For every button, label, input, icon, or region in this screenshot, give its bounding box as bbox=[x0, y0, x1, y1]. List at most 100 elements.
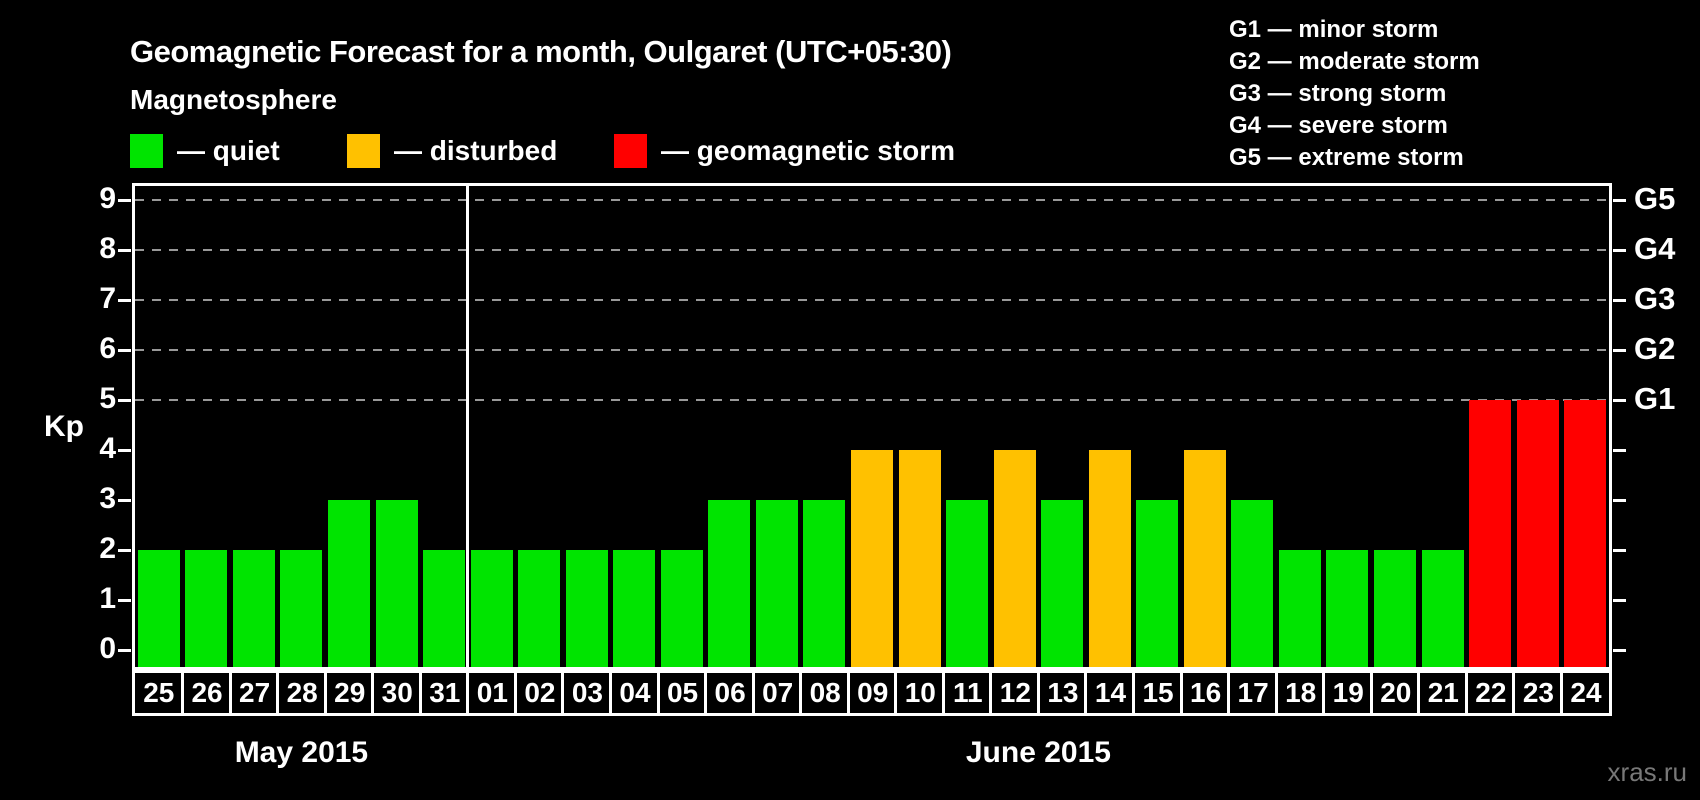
y-tick-mark-right bbox=[1613, 199, 1626, 202]
month-label-may: May 2015 bbox=[234, 736, 369, 769]
kp-bar bbox=[1421, 550, 1464, 667]
g-scale-item: G5 — extreme storm bbox=[1229, 144, 1464, 171]
y-tick-mark-right bbox=[1613, 399, 1626, 402]
date-cell: 05 bbox=[656, 673, 706, 713]
y-tick-mark-left bbox=[118, 599, 131, 602]
g-scale-item: G2 — moderate storm bbox=[1229, 48, 1480, 75]
y-tick-label: 9 bbox=[99, 182, 116, 215]
date-cell: 04 bbox=[608, 673, 658, 713]
kp-bar bbox=[518, 550, 561, 667]
y-tick-label: 2 bbox=[99, 532, 116, 565]
gridline-kp9 bbox=[135, 199, 1609, 201]
y-tick-mark-right bbox=[1613, 299, 1626, 302]
kp-axis-label: Kp bbox=[44, 410, 84, 443]
date-cell: 24 bbox=[1559, 673, 1609, 713]
kp-bar bbox=[898, 450, 941, 667]
kp-bar bbox=[1231, 500, 1274, 667]
date-cell: 21 bbox=[1417, 673, 1466, 713]
date-axis: 25 26 27 28 29 30 31 01 02 03 04 05 06 07 08 09 10 11 12 13… bbox=[132, 670, 1612, 716]
date-cell: 14 bbox=[1084, 673, 1133, 713]
date-cell: 06 bbox=[704, 673, 753, 713]
kp-bar bbox=[232, 550, 275, 667]
date-cell: 28 bbox=[276, 673, 325, 713]
date-cell: 03 bbox=[561, 673, 610, 713]
g-axis-label: G3 bbox=[1634, 281, 1676, 316]
date-cell: 07 bbox=[751, 673, 801, 713]
kp-bar bbox=[565, 550, 608, 667]
legend-item-disturbed: — disturbed bbox=[347, 133, 557, 169]
kp-bar bbox=[185, 550, 228, 667]
g-axis-label: G4 bbox=[1634, 231, 1676, 266]
g-axis-label: G5 bbox=[1634, 181, 1676, 216]
y-tick-mark-right bbox=[1613, 649, 1626, 652]
y-tick-mark-left bbox=[118, 649, 131, 652]
kp-bar bbox=[375, 500, 418, 667]
date-cell: 19 bbox=[1322, 673, 1371, 713]
date-cell: 15 bbox=[1132, 673, 1181, 713]
storm-color-swatch bbox=[614, 134, 647, 168]
legend-item-quiet: — quiet bbox=[130, 133, 280, 169]
legend-label: — geomagnetic storm bbox=[661, 135, 956, 166]
kp-bar bbox=[470, 550, 513, 667]
date-cell: 17 bbox=[1227, 673, 1276, 713]
y-tick-label: 3 bbox=[99, 482, 116, 515]
kp-bar bbox=[137, 550, 180, 667]
kp-bar bbox=[1326, 550, 1369, 667]
date-cell: 29 bbox=[323, 673, 373, 713]
kp-bar bbox=[946, 500, 989, 667]
month-label-june: June 2015 bbox=[965, 736, 1111, 769]
gridline-kp8 bbox=[135, 249, 1609, 251]
kp-bar bbox=[1516, 400, 1559, 667]
kp-bar bbox=[708, 500, 751, 667]
date-cell: 01 bbox=[466, 673, 515, 713]
date-cell: 16 bbox=[1179, 673, 1229, 713]
date-cell: 12 bbox=[989, 673, 1038, 713]
date-cell: 30 bbox=[371, 673, 420, 713]
y-tick-mark-right bbox=[1613, 599, 1626, 602]
kp-bar bbox=[1088, 450, 1131, 667]
date-cell: 08 bbox=[799, 673, 848, 713]
kp-bar bbox=[1041, 500, 1084, 667]
date-cell: 23 bbox=[1512, 673, 1561, 713]
y-tick-mark-right bbox=[1613, 249, 1626, 252]
gridline-kp7 bbox=[135, 299, 1609, 301]
y-tick-mark-left bbox=[118, 449, 131, 452]
kp-bar bbox=[280, 550, 323, 667]
g-scale-legend: G1 — minor storm G2 — moderate storm G3 … bbox=[1229, 14, 1480, 174]
kp-bar bbox=[803, 500, 846, 667]
date-cell: 27 bbox=[228, 673, 278, 713]
y-tick-label: 5 bbox=[99, 382, 116, 415]
y-tick-mark-left bbox=[118, 499, 131, 502]
kp-bar bbox=[993, 450, 1036, 667]
kp-bar bbox=[613, 550, 656, 667]
date-cell: 09 bbox=[846, 673, 896, 713]
magnetosphere-label: Magnetosphere bbox=[130, 84, 337, 115]
g-scale-item: G1 — minor storm bbox=[1229, 16, 1439, 43]
g-axis-label: G2 bbox=[1634, 331, 1676, 366]
kp-bar bbox=[851, 450, 893, 667]
kp-bar bbox=[1469, 400, 1512, 667]
kp-plot bbox=[132, 183, 1612, 670]
y-tick-mark-left bbox=[118, 299, 131, 302]
y-tick-mark-right bbox=[1613, 549, 1626, 552]
y-tick-label: 4 bbox=[99, 432, 116, 465]
date-cell: 10 bbox=[894, 673, 943, 713]
y-tick-label: 6 bbox=[99, 332, 116, 365]
kp-bar bbox=[1183, 450, 1226, 667]
y-tick-label: 7 bbox=[99, 282, 116, 315]
g-axis-label: G1 bbox=[1634, 381, 1676, 416]
date-cell: 25 bbox=[143, 677, 175, 708]
y-tick-label: 1 bbox=[99, 582, 116, 615]
kp-bar bbox=[755, 500, 798, 667]
y-tick-mark-left bbox=[118, 399, 131, 402]
legend-item-storm: — geomagnetic storm bbox=[614, 133, 955, 169]
date-cell: 31 bbox=[418, 673, 468, 713]
kp-bar bbox=[327, 500, 370, 667]
y-tick-mark-left bbox=[118, 249, 131, 252]
y-tick-mark-left bbox=[118, 349, 131, 352]
y-tick-mark-right bbox=[1613, 349, 1626, 352]
kp-bar bbox=[1136, 500, 1179, 667]
date-cell: 18 bbox=[1274, 673, 1324, 713]
kp-bar bbox=[1374, 550, 1417, 667]
